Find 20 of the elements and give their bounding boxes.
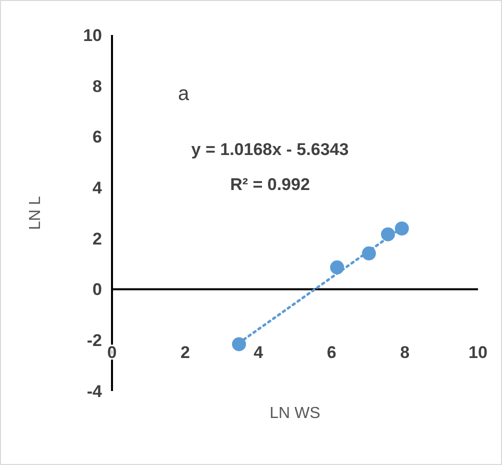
y-tick-label: -2 — [86, 331, 102, 350]
x-tick-label: 4 — [254, 343, 264, 362]
y-tick-label: 8 — [92, 76, 102, 96]
x-tick-label: 10 — [468, 343, 488, 362]
y-tick-label: 10 — [83, 26, 102, 45]
y-tick-label: 6 — [92, 128, 102, 147]
y-tick-label: 2 — [92, 229, 102, 248]
annotation: a — [178, 83, 190, 105]
y-axis-title: LN L — [27, 196, 44, 230]
x-tick-label: 2 — [180, 343, 190, 362]
y-tick-label: -4 — [86, 382, 103, 401]
y-tick-label: 0 — [92, 280, 102, 300]
annotation: y = 1.0168x - 5.6343 — [191, 140, 349, 159]
annotation: R² = 0.992 — [230, 175, 310, 194]
point — [394, 222, 409, 236]
x-tick-label: 8 — [400, 343, 410, 362]
point — [232, 337, 246, 352]
y-tick-label: 4 — [92, 178, 103, 198]
x-axis-title: LN WS — [270, 405, 320, 422]
x-tick-label: 6 — [326, 343, 336, 362]
